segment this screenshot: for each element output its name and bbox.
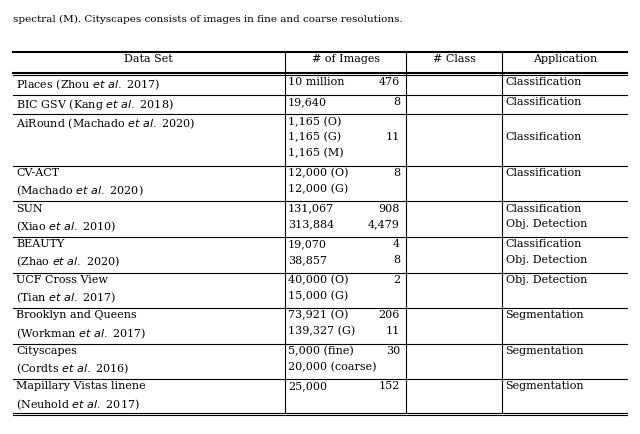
Text: 10 million: 10 million (288, 77, 344, 87)
Text: spectral (M). Cityscapes consists of images in fine and coarse resolutions.: spectral (M). Cityscapes consists of ima… (13, 15, 403, 24)
Text: Cityscapes: Cityscapes (16, 346, 77, 356)
Text: Places (Zhou $\it{et\ al.}$ 2017): Places (Zhou $\it{et\ al.}$ 2017) (16, 77, 160, 92)
Text: BIC GSV (Kang $\it{et\ al.}$ 2018): BIC GSV (Kang $\it{et\ al.}$ 2018) (16, 97, 173, 112)
Text: 8: 8 (393, 255, 400, 265)
Text: Classification: Classification (506, 168, 582, 178)
Text: Brooklyn and Queens: Brooklyn and Queens (16, 310, 137, 320)
Text: # of Images: # of Images (312, 54, 380, 64)
Text: Classification: Classification (506, 239, 582, 249)
Text: 1,165 (O): 1,165 (O) (288, 116, 341, 127)
Text: 19,070: 19,070 (288, 239, 327, 249)
Text: 313,884: 313,884 (288, 219, 334, 230)
Text: Segmentation: Segmentation (506, 346, 584, 356)
Text: 8: 8 (393, 97, 400, 107)
Text: 4: 4 (393, 239, 400, 249)
Text: Obj. Detection: Obj. Detection (506, 275, 587, 285)
Text: 1,165 (M): 1,165 (M) (288, 148, 344, 158)
Text: Segmentation: Segmentation (506, 381, 584, 391)
Text: 40,000 (O): 40,000 (O) (288, 275, 349, 285)
Text: (Machado $\it{et\ al.}$ 2020): (Machado $\it{et\ al.}$ 2020) (16, 184, 143, 198)
Text: 1,165 (G): 1,165 (G) (288, 132, 341, 143)
Text: 2: 2 (393, 275, 400, 285)
Text: 30: 30 (386, 346, 400, 356)
Text: Classification: Classification (506, 97, 582, 107)
Text: 12,000 (O): 12,000 (O) (288, 168, 349, 178)
Text: 131,067: 131,067 (288, 204, 334, 214)
Text: BEAUTY: BEAUTY (16, 239, 64, 249)
Text: 8: 8 (393, 168, 400, 178)
Text: Data Set: Data Set (124, 54, 173, 64)
Text: 15,000 (G): 15,000 (G) (288, 290, 348, 301)
Text: (Neuhold $\it{et\ al.}$ 2017): (Neuhold $\it{et\ al.}$ 2017) (16, 398, 140, 412)
Text: 152: 152 (379, 381, 400, 391)
Text: CV-ACT: CV-ACT (16, 168, 59, 178)
Text: 139,327 (G): 139,327 (G) (288, 326, 355, 336)
Text: Classification: Classification (506, 132, 582, 142)
Text: (Workman $\it{et\ al.}$ 2017): (Workman $\it{et\ al.}$ 2017) (16, 326, 147, 341)
Text: (Tian $\it{et\ al.}$ 2017): (Tian $\it{et\ al.}$ 2017) (16, 290, 116, 305)
Text: # Class: # Class (433, 54, 476, 64)
Text: Classification: Classification (506, 204, 582, 214)
Text: 19,640: 19,640 (288, 97, 327, 107)
Text: 5,000 (fine): 5,000 (fine) (288, 346, 354, 356)
Text: Application: Application (532, 54, 597, 64)
Text: AiRound (Machado $\it{et\ al.}$ 2020): AiRound (Machado $\it{et\ al.}$ 2020) (16, 116, 195, 131)
Text: 12,000 (G): 12,000 (G) (288, 184, 348, 194)
Text: (Xiao $\it{et\ al.}$ 2010): (Xiao $\it{et\ al.}$ 2010) (16, 219, 116, 234)
Text: 20,000 (coarse): 20,000 (coarse) (288, 362, 376, 372)
Text: 476: 476 (379, 77, 400, 87)
Text: 4,479: 4,479 (368, 219, 400, 230)
Text: 73,921 (O): 73,921 (O) (288, 310, 348, 321)
Text: 206: 206 (379, 310, 400, 320)
Text: 38,857: 38,857 (288, 255, 327, 265)
Text: (Cordts $\it{et\ al.}$ 2016): (Cordts $\it{et\ al.}$ 2016) (16, 362, 129, 376)
Text: Obj. Detection: Obj. Detection (506, 255, 587, 265)
Text: SUN: SUN (16, 204, 43, 214)
Text: (Zhao $\it{et\ al.}$ 2020): (Zhao $\it{et\ al.}$ 2020) (16, 255, 120, 270)
Text: Segmentation: Segmentation (506, 310, 584, 320)
Text: 11: 11 (386, 132, 400, 142)
Text: Obj. Detection: Obj. Detection (506, 219, 587, 230)
Text: Mapillary Vistas linene: Mapillary Vistas linene (16, 381, 146, 391)
Text: 25,000: 25,000 (288, 381, 327, 391)
Text: 908: 908 (379, 204, 400, 214)
Text: Classification: Classification (506, 77, 582, 87)
Text: 11: 11 (386, 326, 400, 336)
Text: UCF Cross View: UCF Cross View (16, 275, 108, 285)
